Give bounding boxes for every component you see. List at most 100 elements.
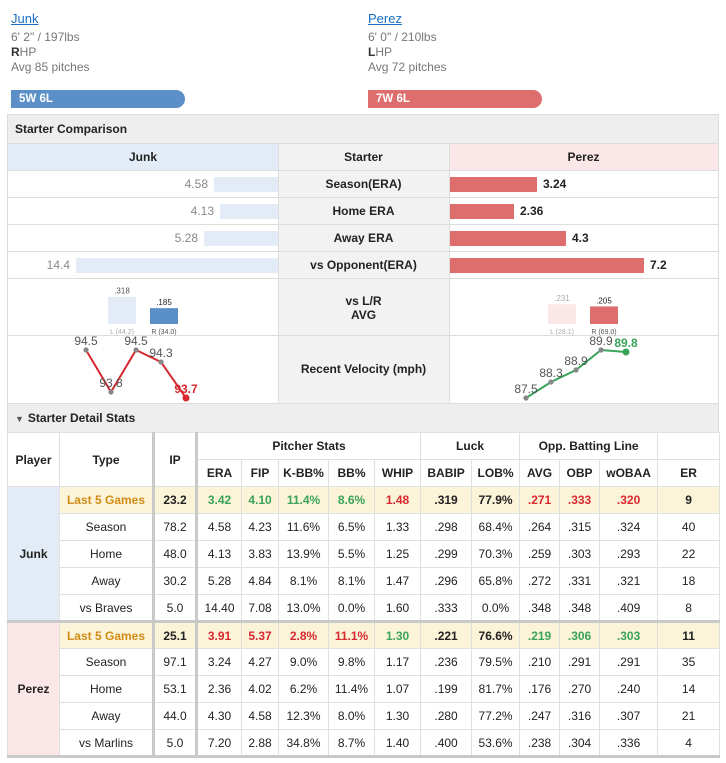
away-velocity-point — [598, 347, 604, 353]
home-player-card: Junk 6' 2" / 197lbs RHP Avg 85 pitches — [11, 11, 90, 75]
kbb-cell: 2.8% — [278, 621, 329, 649]
avg-cell: .259 — [519, 540, 561, 568]
comparison-row: 5.28 Away ERA 4.3 — [8, 225, 718, 251]
er-cell: 9 — [657, 486, 721, 514]
home-player-name-link[interactable]: Junk — [11, 11, 39, 26]
lob-cell: 81.7% — [471, 675, 521, 703]
col-type: Type — [59, 432, 155, 487]
avg-cell: .348 — [519, 594, 561, 623]
home-height-weight: 6' 2" / 197lbs — [11, 30, 80, 44]
woba-cell: .291 — [599, 648, 659, 676]
lob-cell: 0.0% — [471, 594, 521, 623]
table-row: Junk Last 5 Games 23.2 3.42 4.10 11.4% 8.6% 1.4… — [7, 486, 721, 623]
whip-cell: 1.47 — [373, 567, 422, 595]
comparison-col-starter: Starter — [344, 150, 383, 164]
obp-cell: .348 — [559, 594, 601, 623]
col-lob: LOB% — [471, 459, 521, 487]
woba-cell: .307 — [599, 702, 659, 730]
ip-cell: 48.0 — [153, 540, 198, 568]
obp-cell: .333 — [559, 486, 601, 514]
away-record-bar: 7W 6L — [368, 90, 542, 108]
type-cell: Home — [59, 675, 155, 703]
fip-cell: 4.02 — [241, 675, 279, 703]
er-cell: 40 — [657, 513, 721, 541]
babip-cell: .296 — [420, 567, 473, 595]
bb-cell: 8.7% — [328, 729, 375, 758]
comparison-row-label: Season(ERA) — [325, 177, 402, 191]
era-cell: 4.13 — [196, 540, 242, 568]
table-row: Away 30.2 5.28 4.84 8.1% 8.1% 1.47.296 65.8% .27… — [8, 567, 721, 595]
away-lr-chart: .231 .205 L (28.1) R (69.0) — [548, 294, 618, 336]
ip-cell: 5.0 — [153, 594, 198, 623]
obp-cell: .304 — [559, 729, 601, 758]
away-velocity-point — [523, 395, 529, 401]
col-kbb: K-BB% — [278, 459, 329, 487]
avg-cell: .238 — [519, 729, 561, 758]
away-stat-bar — [450, 231, 566, 246]
babip-cell: .319 — [420, 486, 473, 514]
away-player-card: Perez 6' 0" / 210lbs LHP Avg 72 pitches — [368, 11, 447, 75]
type-cell: Last 5 Games — [59, 621, 155, 649]
whip-cell: 1.33 — [373, 513, 422, 541]
woba-cell: .240 — [599, 675, 659, 703]
comparison-row: 14.4 vs Opponent(ERA) 7.2 — [8, 252, 718, 278]
col-era: ERA — [196, 459, 242, 487]
avg-cell: .219 — [519, 621, 561, 649]
comparison-row-label: Away ERA — [333, 231, 394, 245]
obp-cell: .331 — [559, 567, 601, 595]
home-lr-bar-right — [150, 308, 178, 324]
fip-cell: 4.23 — [241, 513, 279, 541]
bb-cell: 11.4% — [328, 675, 375, 703]
recent-velocity-label: Recent Velocity (mph) — [300, 362, 427, 376]
woba-cell: .336 — [599, 729, 659, 758]
col-avg: AVG — [519, 459, 561, 487]
babip-cell: .299 — [420, 540, 473, 568]
home-stat-bar — [220, 204, 278, 219]
starter-detail-header[interactable]: ▼ Starter Detail Stats — [7, 403, 719, 434]
ip-cell: 5.0 — [153, 729, 198, 758]
home-stat-value: 14.4 — [46, 258, 70, 272]
comparison-panel: Junk Starter Perez 4.58 Season(ERA) 3.24 4.… — [7, 143, 719, 422]
away-stat-value: 3.24 — [543, 177, 567, 191]
bb-cell: 5.5% — [328, 540, 375, 568]
lob-cell: 65.8% — [471, 567, 521, 595]
away-stat-bar — [450, 177, 537, 192]
whip-cell: 1.40 — [373, 729, 422, 758]
era-cell: 4.30 — [196, 702, 242, 730]
col-er: ER — [657, 459, 721, 487]
table-row: Season 97.1 3.24 4.27 9.0% 9.8% 1.17.236 79.5%.… — [8, 648, 721, 676]
vs-lr-avg-label: vs L/R AVG — [345, 294, 382, 322]
col-player: Player — [7, 432, 60, 487]
er-cell: 11 — [657, 621, 721, 649]
home-lr-left-label: L (44.2) — [110, 329, 134, 336]
babip-cell: .400 — [420, 729, 473, 758]
home-velocity-point — [108, 389, 114, 395]
er-cell: 4 — [657, 729, 721, 758]
home-stat-value: 4.13 — [190, 204, 214, 218]
era-cell: 3.24 — [196, 648, 242, 676]
bb-cell: 11.1% — [328, 621, 375, 649]
collapse-caret-icon[interactable]: ▼ — [15, 414, 24, 424]
era-cell: 3.91 — [196, 621, 242, 649]
fip-cell: 3.83 — [241, 540, 279, 568]
away-velocity-label: 88.3 — [539, 366, 563, 380]
home-lr-right-label: R (34.0) — [151, 329, 176, 336]
babip-cell: .199 — [420, 675, 473, 703]
comparison-row: 4.13 Home ERA 2.36 — [8, 198, 718, 224]
col-whip: WHIP — [373, 459, 422, 487]
away-player-name-link[interactable]: Perez — [368, 11, 402, 26]
away-lr-bar-left — [548, 304, 576, 324]
ip-cell: 97.1 — [153, 648, 198, 676]
ip-cell: 44.0 — [153, 702, 198, 730]
whip-cell: 1.25 — [373, 540, 422, 568]
away-velocity-label: 89.8 — [614, 336, 638, 350]
table-row: Home 48.0 4.13 3.83 13.9% 5.5% 1.25.299 70.3% .2… — [8, 540, 721, 568]
er-cell: 8 — [657, 594, 721, 623]
col-woba: wOBAA — [599, 459, 659, 487]
home-velocity-label: 94.3 — [149, 346, 173, 360]
kbb-cell: 6.2% — [278, 675, 329, 703]
avg-cell: .247 — [519, 702, 561, 730]
table-row: vs Braves 5.0 14.40 7.08 13.0% 0.0% 1.60.333 0.… — [8, 594, 721, 623]
whip-cell: 1.60 — [373, 594, 422, 623]
ip-cell: 30.2 — [153, 567, 198, 595]
